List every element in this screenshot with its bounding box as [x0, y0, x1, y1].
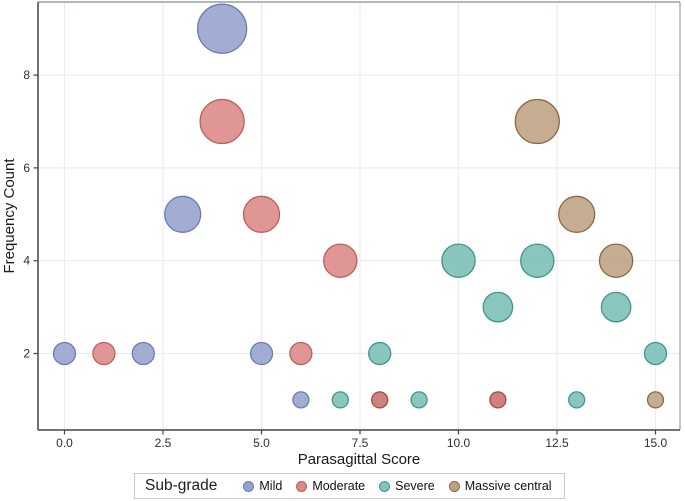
- bubble-severe: [410, 391, 428, 409]
- legend-label-mild: Mild: [259, 479, 283, 493]
- legend-label-moderate: Moderate: [312, 479, 366, 493]
- bubbles-layer: [52, 3, 668, 409]
- y-tick-label: 2: [23, 347, 30, 361]
- bubble-severe: [441, 243, 476, 278]
- bubble-severe: [600, 291, 632, 323]
- x-tick-label: 2.5: [155, 436, 172, 450]
- bubble-moderate: [289, 341, 313, 366]
- legend-item-severe: Severe: [379, 479, 435, 493]
- legend-swatch-severe-icon: [379, 480, 391, 492]
- bubble-moderate: [242, 195, 281, 233]
- legend-swatch-massive-central-icon: [448, 480, 460, 492]
- bubble-massive-central: [514, 98, 560, 145]
- legend-label-severe: Severe: [395, 479, 435, 493]
- legend-items: Mild Moderate Severe Massive central: [243, 479, 552, 493]
- y-tick-label: 8: [23, 68, 30, 82]
- bubble-moderate: [489, 391, 507, 409]
- legend-item-massive-central: Massive central: [448, 479, 552, 493]
- x-tick-label: 15.0: [644, 436, 668, 450]
- bubble-severe: [568, 391, 586, 409]
- bubble-massive-central: [598, 243, 634, 278]
- x-tick-label: 7.5: [352, 436, 369, 450]
- legend-swatch-mild-icon: [243, 480, 255, 492]
- axis-ticks-and-labels: 0.0 2.5 5.0 7.5 10.0 12.5 15.0 2 4 6 8: [23, 68, 667, 450]
- x-tick-label: 0.0: [56, 436, 73, 450]
- bubble-moderate: [323, 243, 358, 278]
- bubble-severe: [520, 243, 555, 278]
- bubble-severe: [331, 391, 349, 409]
- x-tick-label: 5.0: [253, 436, 270, 450]
- x-tick-label: 10.0: [447, 436, 471, 450]
- panel-frame: [37, 1, 681, 431]
- gridlines: [38, 2, 680, 430]
- legend-item-mild: Mild: [243, 479, 282, 493]
- x-tick-label: 12.5: [545, 436, 569, 450]
- legend-item-moderate: Moderate: [296, 479, 365, 493]
- bubble-massive-central: [558, 195, 596, 233]
- bubble-moderate: [92, 341, 116, 366]
- bubble-severe: [643, 341, 668, 366]
- bubble-mild: [131, 341, 155, 366]
- bubble-severe: [482, 291, 514, 323]
- bubble-mild: [196, 3, 248, 54]
- y-tick-label: 6: [23, 161, 30, 175]
- y-tick-label: 4: [23, 254, 30, 268]
- y-axis-title: Frequency Count: [1, 158, 18, 274]
- bubble-mild: [249, 341, 274, 366]
- legend-label-massive-central: Massive central: [464, 479, 552, 493]
- bubble-severe: [368, 341, 392, 366]
- bubble-moderate: [199, 98, 245, 145]
- bubble-moderate: [371, 391, 389, 409]
- legend-swatch-moderate-icon: [296, 480, 308, 492]
- bubble-mild: [292, 391, 310, 409]
- bubble-mild: [164, 195, 202, 233]
- bubble-mild: [52, 341, 77, 366]
- bubble-massive-central: [646, 391, 665, 409]
- x-axis-title: Parasagittal Score: [298, 451, 421, 468]
- legend-title: Sub-grade: [145, 477, 218, 494]
- legend: Sub-grade Mild Moderate Severe Massive cent…: [134, 473, 565, 499]
- chart-canvas: 0.0 2.5 5.0 7.5 10.0 12.5 15.0 2 4 6 8 Parasagitta…: [1, 1, 681, 468]
